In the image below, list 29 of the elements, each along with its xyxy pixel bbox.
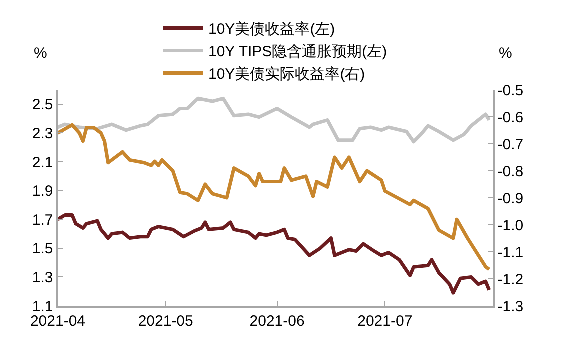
y-tick-label: 1.7: [32, 212, 54, 229]
legend-label: 10Y TIPS隐含通胀预期(左): [208, 44, 388, 61]
y2-tick-label: -1.1: [498, 244, 524, 262]
x-tick-label: 2021-05: [138, 312, 194, 330]
y2-axis-title: %: [499, 45, 512, 62]
y-tick-label: 1.3: [32, 269, 54, 286]
y-tick-label: 2.5: [32, 96, 54, 114]
x-tick-label: 2021-06: [250, 312, 305, 330]
y2-tick-label: -0.7: [498, 136, 524, 154]
y2-tick-label: -0.6: [498, 109, 524, 126]
y-axis-title: %: [34, 45, 48, 62]
x-tick-label: 2021-07: [358, 312, 413, 330]
y-tick-label: 2.3: [32, 125, 54, 142]
y-tick-label: 2.1: [32, 154, 54, 172]
y2-tick-label: -0.5: [498, 82, 524, 100]
line-series: [58, 96, 492, 144]
y-tick-label: 1.9: [32, 183, 54, 200]
y2-tick-label: -1.2: [498, 271, 524, 288]
y-tick-label: 1.1: [32, 298, 54, 316]
legend-label: 10Y美债收益率(左): [208, 21, 336, 38]
y2-tick-label: -1.0: [498, 217, 524, 234]
x-tick-label: 2021-04: [30, 312, 86, 330]
y2-tick-label: -0.9: [498, 190, 524, 208]
line-series: [58, 214, 492, 295]
y2-tick-label: -0.8: [498, 163, 524, 180]
line-series: [58, 123, 492, 272]
y-tick-label: 1.5: [32, 240, 54, 258]
y2-tick-label: -1.3: [498, 298, 524, 316]
legend-label: 10Y美债实际收益率(右): [208, 66, 366, 84]
